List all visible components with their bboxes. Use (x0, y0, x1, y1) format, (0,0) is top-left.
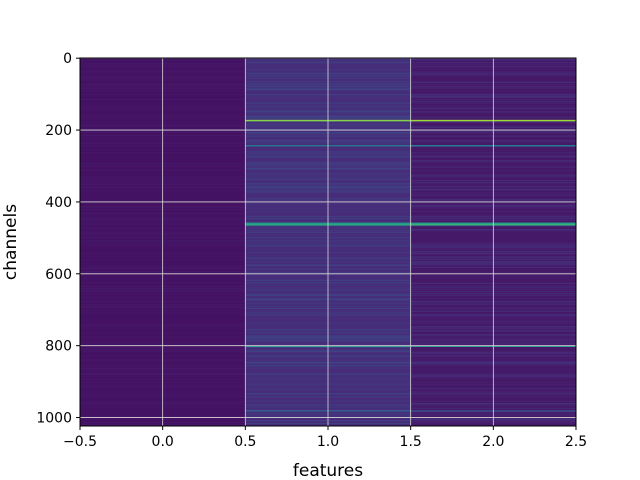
x-tick-label: 1.0 (317, 434, 339, 450)
x-axis: −0.5 0.0 0.5 1.0 1.5 2.0 2.5 (63, 426, 587, 450)
x-tick-label: 0.0 (152, 434, 174, 450)
x-tick-label: 0.5 (234, 434, 256, 450)
x-tick-label: 2.0 (482, 434, 504, 450)
y-tick-label: 800 (45, 339, 72, 355)
y-tick-label: 600 (45, 267, 72, 283)
y-tick-label: 0 (63, 51, 72, 67)
x-tick-label: 2.5 (565, 434, 587, 450)
y-tick-label: 1000 (36, 411, 72, 427)
y-tick-label: 400 (45, 195, 72, 211)
x-tick-label: 1.5 (400, 434, 422, 450)
y-tick-label: 200 (45, 123, 72, 139)
x-tick-label: −0.5 (63, 434, 97, 450)
y-axis: 0 200 400 600 800 1000 (36, 51, 80, 427)
y-axis-label: channels (1, 204, 21, 280)
x-axis-label: features (293, 461, 363, 480)
